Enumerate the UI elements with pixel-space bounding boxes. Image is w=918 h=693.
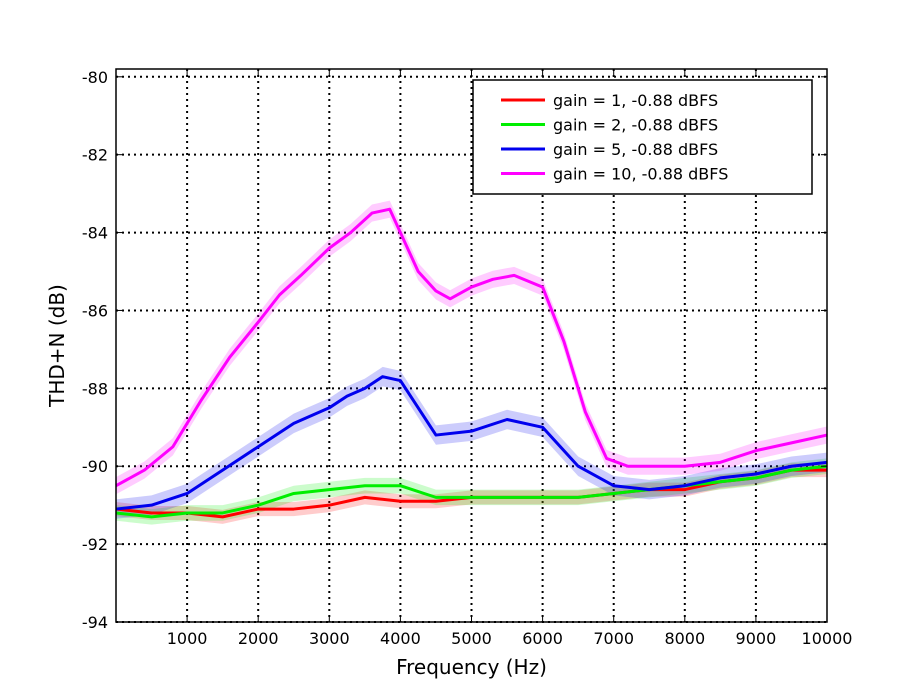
y-tick-label: -80	[82, 68, 108, 87]
legend: gain = 1, -0.88 dBFS gain = 2, -0.88 dBFS…	[472, 79, 813, 195]
legend-entry-1: gain = 1, -0.88 dBFS	[553, 91, 718, 110]
x-tick-label: 1000	[167, 629, 208, 648]
y-tick-label: -94	[82, 613, 108, 632]
x-tick-label: 9000	[736, 629, 777, 648]
y-tick-label: -82	[82, 146, 108, 165]
x-tick-label: 5000	[451, 629, 492, 648]
series-lines	[115, 207, 828, 519]
series-band-2	[116, 458, 827, 525]
x-axis-label: Frequency (Hz)	[396, 655, 547, 679]
legend-entry-3: gain = 5, -0.88 dBFS	[553, 140, 718, 159]
x-tick-label: 6000	[522, 629, 563, 648]
y-tick-label: -92	[82, 535, 108, 554]
series-line-4	[115, 207, 828, 488]
y-axis-label: THD+N (dB)	[45, 284, 69, 408]
x-tick-label: 3000	[309, 629, 350, 648]
y-tick-label: -86	[82, 301, 108, 320]
legend-entry-2: gain = 2, -0.88 dBFS	[553, 116, 718, 135]
x-tick-label: 4000	[380, 629, 421, 648]
legend-entry-4: gain = 10, -0.88 dBFS	[553, 165, 728, 184]
x-tick-label: 7000	[593, 629, 634, 648]
series-band-4	[116, 200, 827, 495]
y-tick-label: -88	[82, 379, 108, 398]
x-tick-label: 2000	[238, 629, 279, 648]
y-tick-label: -90	[82, 457, 108, 476]
series-band-3	[116, 366, 827, 519]
axis-ticks: 1000 2000 3000 4000 5000 6000 7000 8000 9000 1000…	[82, 68, 853, 648]
x-tick-label: 10000	[802, 629, 853, 648]
series-line-2	[115, 464, 828, 519]
series-line-3	[115, 375, 828, 511]
y-tick-label: -84	[82, 224, 108, 243]
x-tick-label: 8000	[664, 629, 705, 648]
